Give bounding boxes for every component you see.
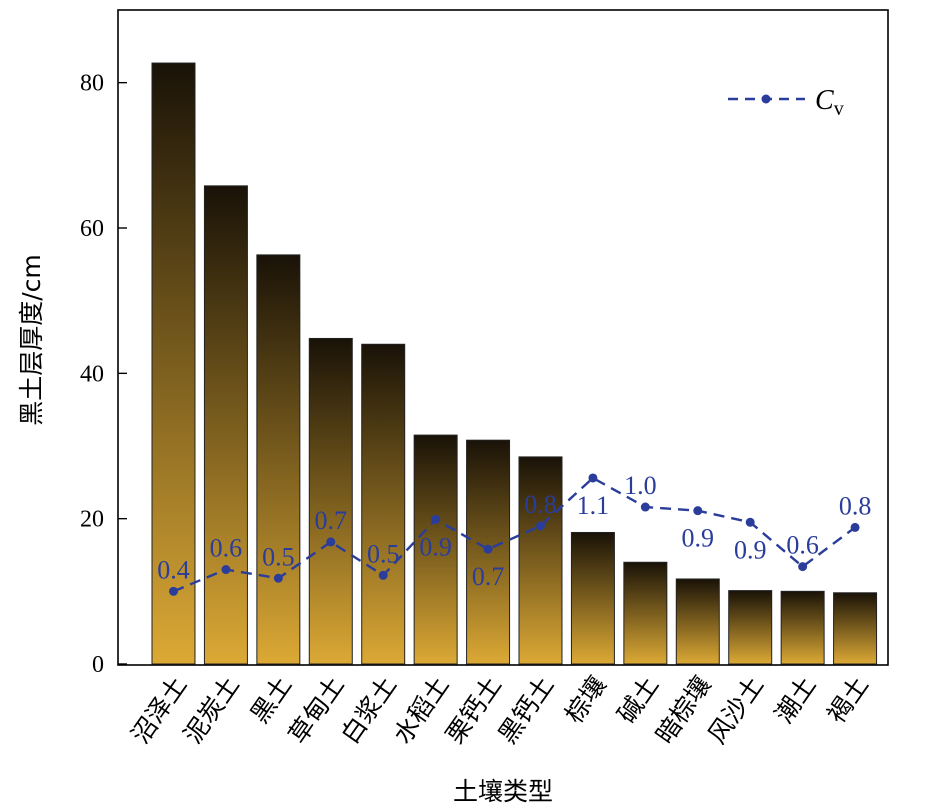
bar	[728, 590, 773, 665]
cv-point	[431, 514, 441, 524]
cv-point	[693, 506, 703, 516]
cv-data-labels: 0.4 0.6 0.5 0.7 0.5 0.9 0.7 0.8 1.1 1.0 0.9 0.9 0.6 0…	[157, 471, 871, 591]
bar	[570, 531, 615, 665]
bar-series	[151, 62, 878, 665]
cv-data-label: 1.0	[624, 471, 657, 500]
x-category-label: 草甸土	[283, 671, 350, 749]
cv-point	[483, 544, 493, 554]
cv-point	[640, 502, 650, 512]
x-category-label: 黑土	[245, 671, 297, 729]
cv-data-label: 0.7	[472, 562, 505, 591]
cv-data-label: 0.6	[786, 531, 819, 560]
x-category-label: 碱土	[612, 671, 664, 729]
cv-point	[273, 573, 283, 583]
cv-data-label: 0.6	[210, 534, 243, 563]
x-category-label: 水稻土	[388, 671, 455, 749]
cv-point	[221, 565, 231, 575]
x-axis-title: 土壤类型	[453, 777, 553, 806]
x-category-label: 栗钙土	[440, 671, 507, 749]
x-category-label: 黑钙土	[493, 671, 560, 749]
cv-data-label: 0.5	[262, 542, 295, 571]
cv-data-label: 0.9	[682, 524, 715, 553]
legend-label: Cv	[815, 85, 844, 120]
cv-point	[326, 537, 336, 547]
x-category-label: 沼泽土	[126, 671, 193, 749]
x-category-label: 褐土	[822, 671, 874, 729]
cv-data-label: 0.7	[315, 506, 348, 535]
legend: Cv	[728, 85, 844, 120]
cv-data-label: 0.8	[839, 491, 872, 520]
plot-frame	[117, 9, 889, 666]
cv-data-label: 0.9	[419, 532, 452, 561]
x-category-label: 暗棕壤	[650, 671, 717, 749]
bar	[151, 62, 196, 665]
x-category-label: 白浆土	[335, 671, 402, 749]
bar	[413, 434, 458, 665]
cv-point	[798, 562, 808, 572]
y-tick-label: 80	[80, 71, 104, 97]
y-axis-title: 黑土层厚度/cm	[17, 254, 46, 426]
bar	[203, 185, 248, 665]
cv-data-label: 0.4	[157, 555, 190, 584]
bar	[308, 337, 353, 665]
y-axis: 0 20 40 60 80	[80, 71, 127, 678]
x-category-label: 风沙土	[702, 671, 769, 749]
y-tick-label: 40	[80, 361, 104, 387]
legend-marker	[761, 94, 771, 104]
bar	[361, 343, 406, 665]
y-tick-label: 0	[92, 652, 104, 678]
cv-point	[850, 522, 860, 532]
y-tick-label: 20	[80, 507, 104, 533]
bar	[518, 456, 563, 665]
cv-point	[588, 473, 598, 483]
cv-point	[168, 586, 178, 596]
cv-line	[173, 476, 856, 593]
x-category-label: 泥炭土	[178, 671, 245, 749]
cv-data-label: 0.9	[734, 535, 767, 564]
cv-data-label: 0.5	[367, 539, 400, 568]
cv-data-label: 1.1	[577, 491, 610, 520]
cv-point	[535, 521, 545, 531]
bar	[833, 592, 878, 665]
bar	[623, 561, 668, 665]
cv-point	[745, 517, 755, 527]
bar	[675, 578, 720, 665]
bar	[256, 254, 301, 665]
bar	[780, 590, 825, 665]
y-tick-label: 60	[80, 216, 104, 242]
cv-point	[378, 570, 388, 580]
cv-data-label: 0.8	[524, 490, 557, 519]
x-category-label: 棕壤	[559, 671, 611, 729]
x-category-label: 潮土	[769, 671, 821, 729]
cv-line-series	[168, 473, 860, 596]
